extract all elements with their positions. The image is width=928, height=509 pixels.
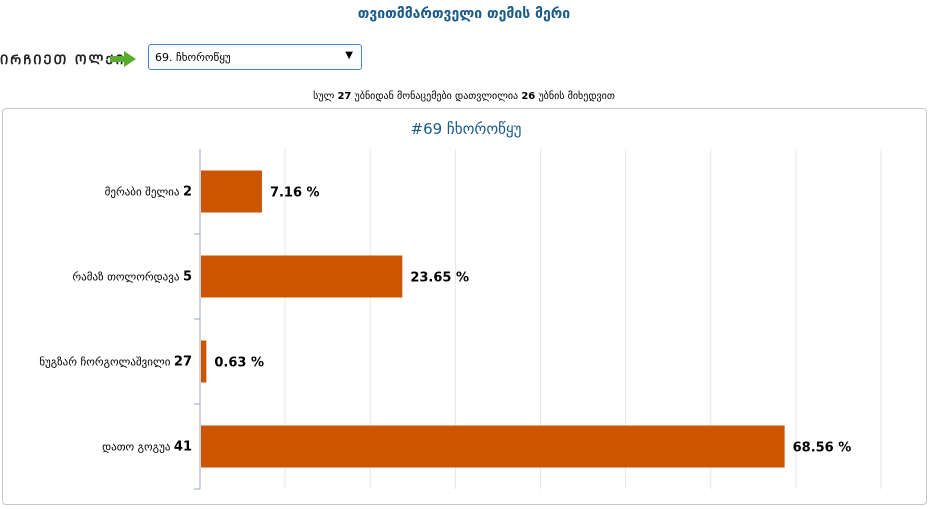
district-select-label: ᲘᲠᲩᲘᲔᲗ ᲝᲚᲥᲘ bbox=[0, 53, 126, 68]
bar bbox=[201, 425, 785, 468]
chart-title: #69 ჩხოროწყუ bbox=[411, 120, 522, 138]
district-select-value: 69. ჩხოროწყუ bbox=[155, 51, 231, 64]
summary-counted: 26 bbox=[521, 91, 536, 102]
category-number: 41 bbox=[174, 440, 192, 455]
category-name: რამაზ თოლორდავა bbox=[72, 271, 183, 284]
bar bbox=[201, 170, 262, 213]
value-label: 23.65 % bbox=[410, 271, 469, 286]
category-number: 5 bbox=[183, 270, 192, 285]
value-label: 7.16 % bbox=[270, 186, 320, 201]
category-label: ნუგზარ ჩორგოლაშვილი 27 bbox=[39, 355, 192, 370]
chevron-down-icon: ▼ bbox=[345, 50, 353, 61]
summary-middle: უბნიდან მონაცემები დათვლილია bbox=[354, 91, 519, 102]
summary-suffix: უბნის მიხედვით bbox=[538, 91, 615, 102]
category-name: ნუგზარ ჩორგოლაშვილი bbox=[39, 356, 174, 369]
summary-prefix: სულ bbox=[313, 91, 335, 102]
category-label: დათო გოგუა 41 bbox=[102, 440, 192, 455]
value-label: 0.63 % bbox=[214, 356, 264, 371]
page-title: თვითმმართველი თემის მერი bbox=[357, 6, 571, 22]
category-number: 27 bbox=[174, 355, 192, 370]
category-name: დათო გოგუა bbox=[102, 441, 174, 454]
summary-text: სულ 27 უბნიდან მონაცემები დათვლილია 26 უ… bbox=[0, 91, 928, 102]
category-label: მერაბი შელია 2 bbox=[105, 185, 192, 200]
summary-total: 27 bbox=[337, 91, 352, 102]
district-select[interactable]: 69. ჩხოროწყუ ▼ bbox=[148, 44, 362, 70]
category-label: რამაზ თოლორდავა 5 bbox=[72, 270, 192, 285]
category-name: მერაბი შელია bbox=[105, 186, 183, 199]
bar bbox=[201, 340, 207, 383]
bar bbox=[201, 255, 403, 298]
category-number: 2 bbox=[183, 185, 192, 200]
bar-chart: #69 ჩხოროწყუ მერაბი შელია 2 7.16 % რამაზ თო… bbox=[39, 120, 882, 490]
value-label: 68.56 % bbox=[793, 441, 852, 456]
chart-container: #69 ჩხოროწყუ მერაბი შელია 2 7.16 % რამაზ თო… bbox=[2, 108, 927, 505]
arrow-right-icon bbox=[110, 51, 136, 67]
